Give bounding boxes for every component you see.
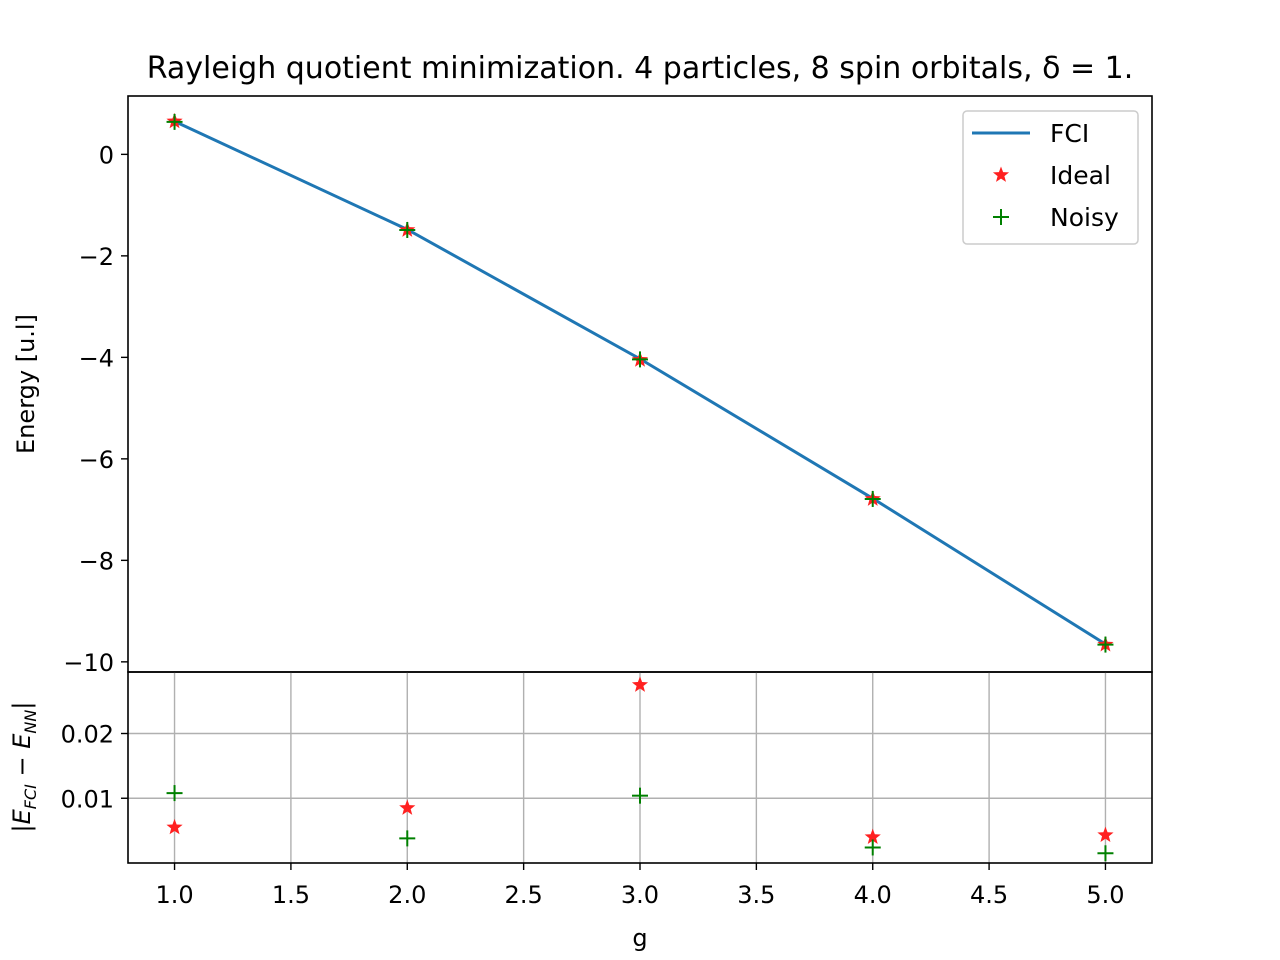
error-point-noisy [166, 785, 183, 802]
legend-box [962, 110, 1139, 245]
bottom-frame [127, 671, 1153, 864]
error-point-ideal [166, 818, 183, 835]
x-tick-label: 2.0 [388, 881, 426, 909]
x-axis-label: g [632, 924, 647, 952]
x-tick-label: 3.5 [737, 881, 775, 909]
legend-noisy-plus [993, 209, 1009, 225]
top-y-tick-label: 0 [99, 141, 114, 169]
point-noisy [166, 113, 183, 130]
top-y-tick-label: −10 [63, 649, 114, 677]
x-tick-label: 2.5 [505, 881, 543, 909]
legend: FCI Ideal Noisy [962, 110, 1139, 245]
x-tick-label: 4.0 [854, 881, 892, 909]
bottom-grid [128, 672, 1152, 863]
top-y-label: Energy [u.l] [12, 314, 40, 454]
bottom-y-label: |EFCI − ENN| [8, 702, 40, 833]
error-point-noisy [1097, 845, 1114, 862]
x-tick-label: 3.0 [621, 881, 659, 909]
top-y-axis: 0 −2 −4 −6 −8 −10 [63, 141, 128, 677]
legend-noisy-marker [993, 209, 1009, 225]
bottom-y-tick-label: 0.02 [61, 721, 114, 749]
bottom-panel: 1.0 1.5 2.0 2.5 3.0 3.5 4.0 4.5 5.0 0.02 0.01 g |E… [8, 671, 1153, 952]
x-tick-label: 1.0 [155, 881, 193, 909]
legend-ideal-marker [992, 166, 1010, 182]
point-noisy [632, 351, 648, 368]
error-point-noisy [632, 787, 648, 804]
point-noisy [1097, 636, 1114, 653]
bottom-axes-ticks: 1.0 1.5 2.0 2.5 3.0 3.5 4.0 4.5 5.0 0.02 0.01 [61, 721, 1125, 909]
top-y-tick-label: −2 [79, 243, 114, 271]
legend-fci-label: FCI [1050, 119, 1089, 148]
point-noisy [864, 490, 881, 507]
bottom-series [166, 676, 1114, 862]
error-point-noisy [864, 839, 881, 856]
legend-noisy-label: Noisy [1050, 203, 1119, 232]
top-y-tick-label: −6 [79, 446, 114, 474]
legend-ideal-label: Ideal [1050, 161, 1111, 190]
error-point-ideal [399, 799, 416, 815]
top-y-tick-label: −4 [79, 344, 114, 372]
x-tick-label: 4.5 [970, 881, 1008, 909]
error-point-ideal [1097, 826, 1114, 843]
x-tick-label: 1.5 [272, 881, 310, 909]
x-tick-label: 5.0 [1086, 881, 1124, 909]
top-series [166, 112, 1114, 653]
error-point-ideal [864, 828, 881, 844]
bottom-y-tick-label: 0.01 [61, 785, 114, 813]
top-y-tick-label: −8 [79, 547, 114, 575]
point-noisy [399, 221, 416, 238]
chart-title: Rayleigh quotient minimization. 4 partic… [147, 51, 1134, 86]
legend-ideal-star [992, 166, 1010, 182]
error-point-ideal [631, 676, 649, 692]
error-point-noisy [399, 830, 416, 847]
